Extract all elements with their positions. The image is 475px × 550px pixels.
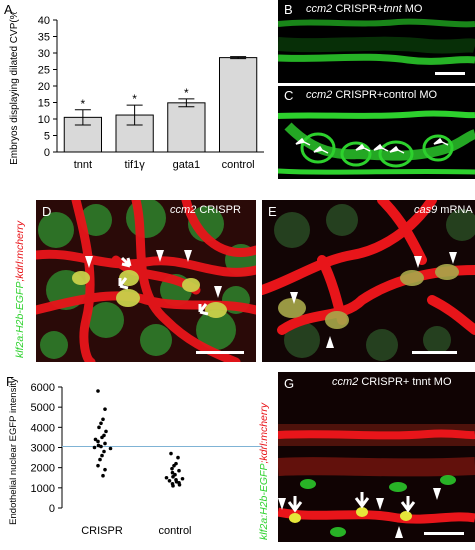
data-point	[100, 453, 104, 458]
scale-bar	[196, 351, 244, 354]
image-panel-e: E cas9 mRNA	[262, 200, 475, 362]
data-point	[170, 470, 175, 475]
arrow-markers	[295, 137, 449, 154]
data-point	[99, 421, 103, 426]
data-point	[99, 444, 103, 449]
y-tick-label: 5000	[31, 402, 55, 414]
data-point	[101, 473, 105, 478]
bar-3	[218, 57, 258, 153]
vessel-image-b	[278, 0, 475, 83]
x-tick-label: CRISPR	[81, 525, 123, 537]
image-panel-d: D ccm2 CRISPR	[36, 200, 256, 362]
arrowhead-markers	[290, 252, 457, 348]
x-tick-label: tnnt	[74, 159, 92, 171]
microscopy-image-d	[36, 200, 256, 362]
image-panel-g: G ccm2 CRISPR+ tnnt MO	[278, 372, 475, 542]
x-tick-label: control	[222, 159, 255, 171]
data-point	[98, 457, 102, 462]
data-point	[167, 478, 172, 483]
data-point	[177, 468, 181, 473]
y-tick-label: 30	[38, 48, 50, 60]
image-panel-c: C ccm2 CRISPR+control MO	[278, 86, 475, 179]
data-point	[103, 407, 107, 411]
image-panel-b: B ccm2 CRISPR+tnnt MO	[278, 0, 475, 83]
data-point	[177, 483, 182, 487]
data-point	[103, 441, 107, 446]
caption-d: ccm2 CRISPR	[170, 204, 241, 216]
data-point	[93, 437, 98, 442]
bar-1	[115, 114, 154, 153]
dot-plot: 0 1000 2000 3000 4000 5000 6000 Endothelial nuc…	[8, 378, 262, 537]
caption-e: cas9 mRNA	[414, 204, 473, 216]
significance-mark: *	[81, 97, 86, 111]
y-tick-label: 20	[38, 81, 50, 93]
x-tick-label: gata1	[173, 159, 201, 171]
data-point	[97, 425, 101, 430]
microscopy-image-e	[262, 200, 475, 362]
y-tick-label: 4000	[31, 422, 55, 434]
data-point	[102, 449, 106, 454]
y-tick-label: 0	[49, 503, 55, 515]
data-point	[169, 451, 173, 456]
bar-chart: 0 5 10 15 20 25 30 35 40 Embryos displaying dilat…	[9, 12, 264, 171]
data-point	[96, 463, 100, 468]
y-tick-label: 1000	[31, 483, 55, 495]
data-point	[96, 439, 100, 444]
x-tick-label: control	[158, 525, 191, 537]
panel-label-f: F	[6, 374, 14, 389]
side-label-d: klf2a:H2b-EGFP;kdrl:mcherry	[14, 220, 26, 358]
y-tick-label: 40	[38, 15, 50, 27]
y-tick-label: 3000	[31, 443, 55, 455]
panel-label-b: B	[284, 2, 293, 17]
vessel-image-c	[278, 86, 475, 179]
y-tick-label: 2000	[31, 463, 55, 475]
data-point	[171, 484, 175, 488]
data-point	[108, 446, 113, 451]
microscopy-image-g	[278, 372, 475, 542]
data-point	[180, 476, 185, 481]
panel-label-a: A	[4, 2, 13, 17]
scale-bar	[412, 351, 457, 354]
x-tick-label: tif1γ	[125, 159, 146, 171]
caption-g: ccm2 CRISPR+ tnnt MO	[332, 376, 452, 388]
y-axis-label: Endothelial nuclear EGFP intensity	[8, 378, 19, 525]
y-tick-label: 0	[44, 147, 50, 159]
caption-c: ccm2 CRISPR+control MO	[306, 89, 438, 101]
significance-mark: *	[184, 86, 189, 100]
data-point	[92, 445, 97, 450]
data-point	[104, 429, 108, 434]
y-tick-label: 25	[38, 65, 50, 77]
data-point	[100, 435, 104, 440]
data-point	[170, 466, 174, 471]
data-point	[164, 475, 169, 480]
panel-label-e: E	[268, 204, 277, 219]
arrowhead-markers	[278, 488, 441, 538]
side-label-g: klf2a:H2b-EGFP;kdrl:mcherry	[258, 402, 270, 540]
scale-bar	[424, 532, 464, 535]
y-tick-label: 15	[38, 98, 50, 110]
scale-bar	[435, 72, 465, 75]
y-axis-label: Embryos displaying dilated CVP(%)	[9, 12, 20, 165]
arrowhead-markers	[85, 250, 222, 316]
y-tick-label: 5	[44, 131, 50, 143]
panel-label-c: C	[284, 88, 294, 103]
data-point	[176, 455, 180, 460]
y-tick-label: 6000	[31, 382, 55, 394]
y-tick-label: 35	[38, 32, 50, 44]
panel-label-d: D	[42, 204, 52, 219]
significance-mark: *	[132, 92, 137, 106]
data-point	[172, 463, 176, 468]
data-point	[171, 474, 175, 479]
data-point	[96, 389, 100, 393]
bar-2	[167, 102, 206, 153]
panel-label-g: G	[284, 376, 295, 391]
data-point	[103, 467, 107, 472]
caption-b: ccm2 CRISPR+tnnt MO	[306, 3, 423, 15]
data-point	[101, 417, 105, 422]
y-tick-label: 10	[38, 114, 50, 126]
